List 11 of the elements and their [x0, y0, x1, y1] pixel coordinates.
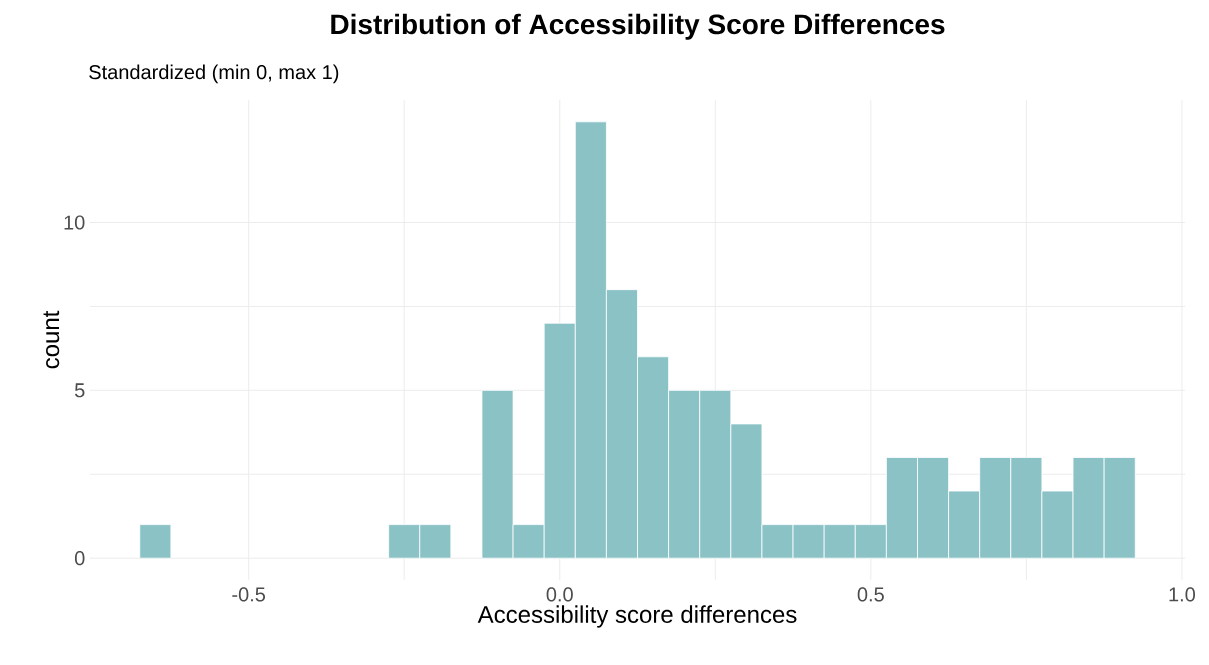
x-tick-label: 1.0 [1169, 587, 1196, 602]
y-tick-label: 0 [74, 551, 85, 566]
y-tick-label: 5 [74, 383, 85, 398]
x-tick-label: 0.0 [546, 587, 573, 602]
y-axis-title: count [43, 310, 60, 369]
x-tick-label: 0.5 [857, 587, 884, 602]
x-tick-label: -0.5 [232, 587, 266, 602]
chart-title: Distribution of Accessibility Score Differences [331, 13, 945, 40]
x-axis-title: Accessibility score differences [477, 605, 797, 628]
chart-subtitle: Standardized (min 0, max 1) [89, 64, 339, 84]
y-tick-label: 10 [64, 215, 85, 230]
